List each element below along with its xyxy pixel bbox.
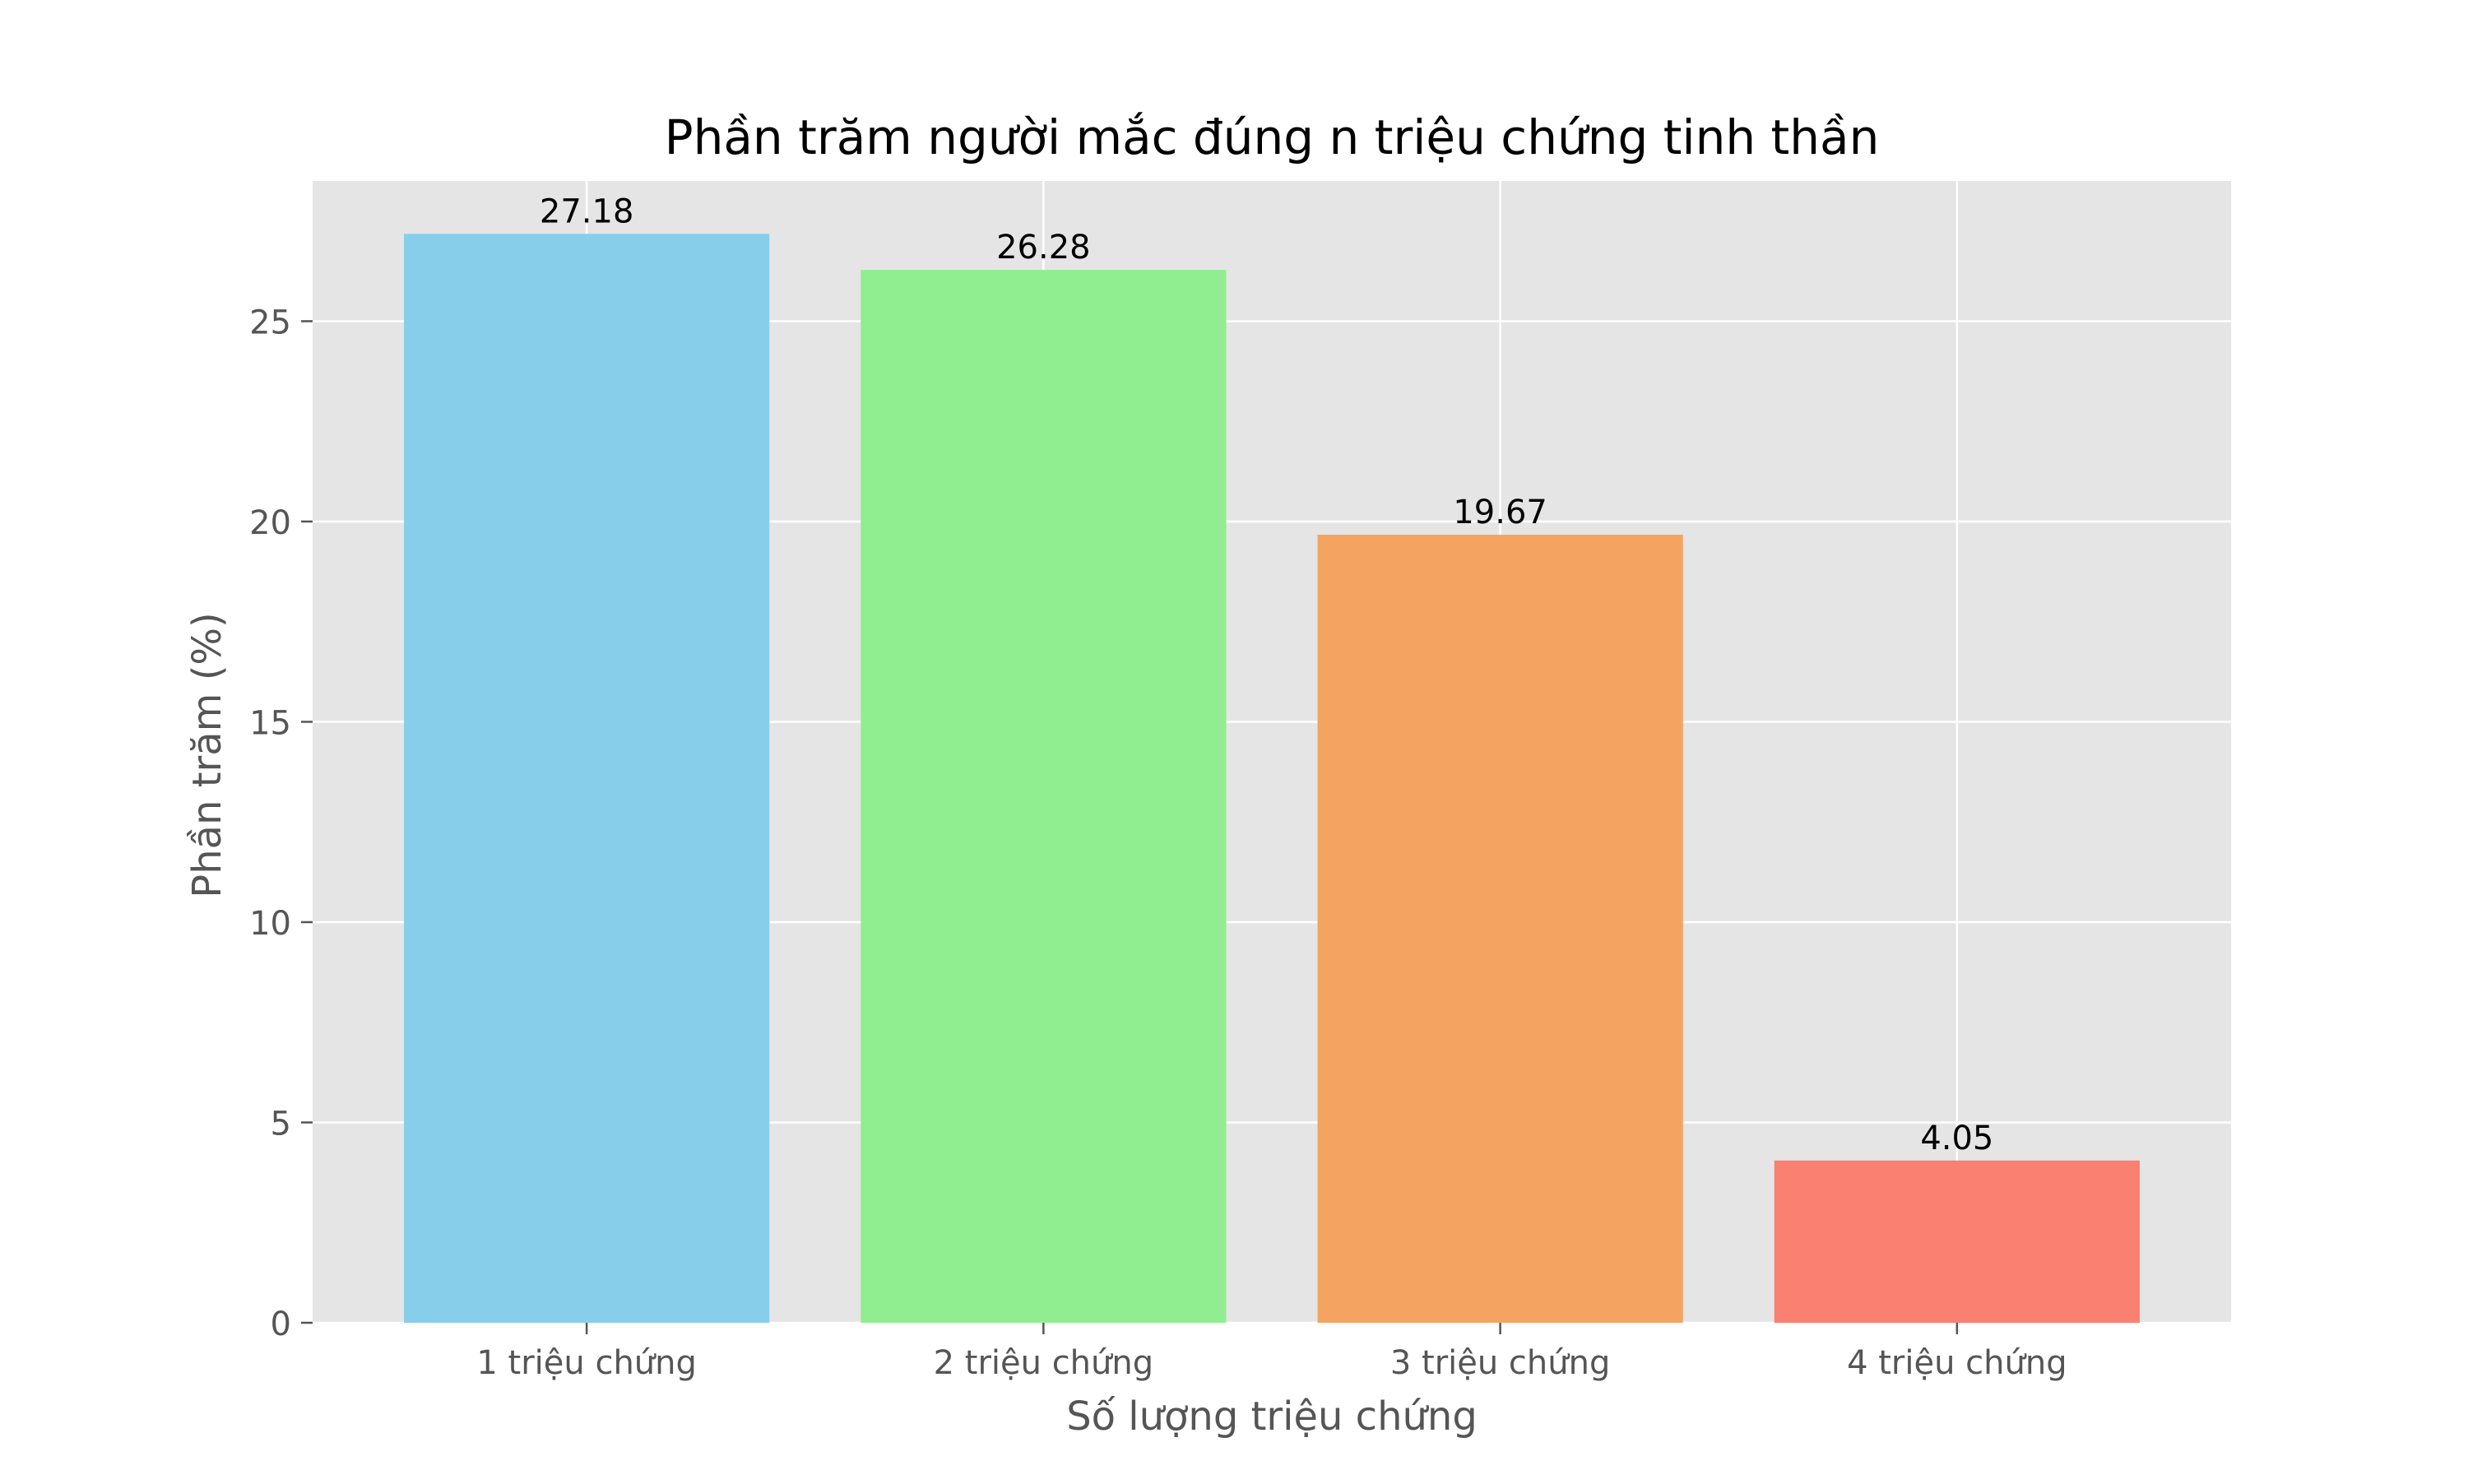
x-axis-label: Số lượng triệu chứng	[1066, 1394, 1478, 1440]
bar-value-label: 4.05	[1920, 1120, 1993, 1157]
x-tick-label: 1 triệu chứng	[476, 1344, 697, 1382]
chart-title: Phần trăm người mắc đúng n triệu chứng t…	[665, 109, 1880, 165]
bar-value-label: 26.28	[996, 229, 1091, 267]
bar-value-label: 27.18	[540, 192, 634, 230]
bar	[404, 234, 770, 1323]
y-axis-label: Phần trăm (%)	[184, 612, 230, 898]
x-tick-label: 2 triệu chứng	[934, 1344, 1154, 1382]
bar	[861, 270, 1227, 1323]
y-tick-label: 10	[249, 905, 291, 943]
bar	[1317, 535, 1683, 1323]
y-tick-label: 25	[249, 304, 291, 341]
bar-value-label: 19.67	[1453, 494, 1547, 531]
x-tick-label: 3 triệu chứng	[1390, 1344, 1611, 1382]
y-tick-label: 20	[249, 504, 291, 542]
bar	[1774, 1160, 2140, 1323]
plot-layer: 0 5 10 15 20 25 27.18 1 triệu chứng 26.28 2 triệu…	[249, 181, 2231, 1382]
y-tick-label: 5	[271, 1105, 291, 1143]
y-tick-label: 0	[271, 1305, 291, 1343]
y-tick-label: 15	[249, 704, 291, 742]
x-tick-label: 4 triệu chứng	[1847, 1344, 2067, 1382]
